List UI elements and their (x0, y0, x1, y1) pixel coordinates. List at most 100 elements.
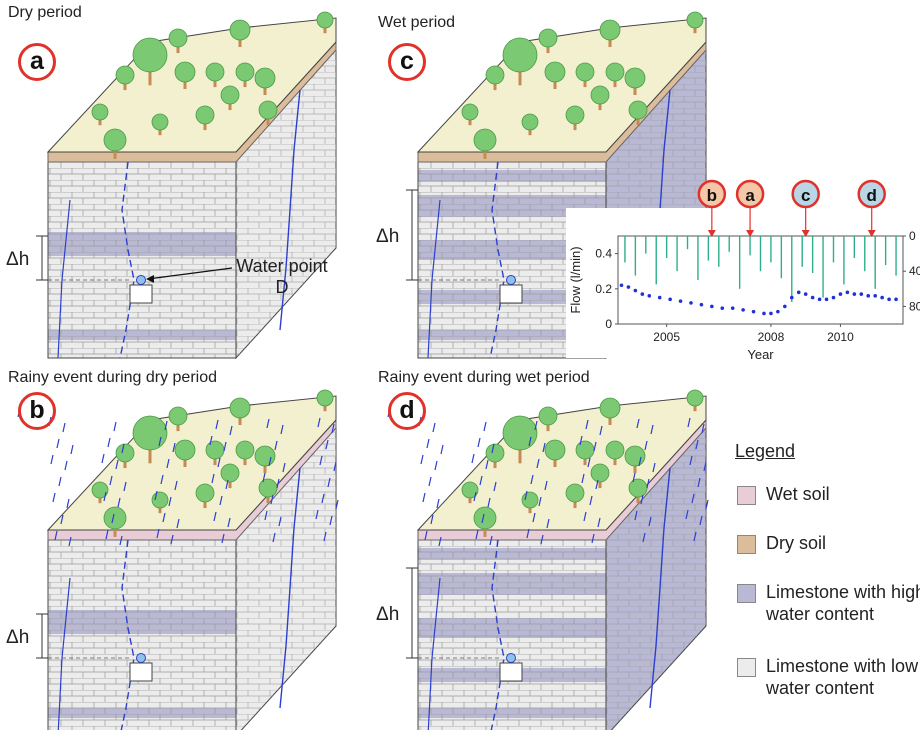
legend-item-dry-soil: Dry soil (737, 532, 826, 554)
rain-drop (174, 480, 178, 491)
tree-trunk (238, 38, 242, 47)
rain-drop (487, 497, 491, 508)
marker-arrowhead (867, 230, 876, 237)
tree-trunk (483, 527, 487, 537)
tree (544, 61, 566, 89)
marker-badge-label: b (707, 186, 717, 205)
rain-drop (154, 490, 158, 501)
tree (220, 85, 240, 111)
tree (91, 481, 109, 504)
tree (205, 62, 225, 88)
tree-foliage (521, 113, 539, 131)
rain-drop (219, 495, 223, 506)
tree-trunk (693, 26, 697, 34)
tree-foliage (538, 406, 558, 426)
tree (599, 397, 621, 425)
rain-drop (105, 529, 109, 540)
tree-foliage (590, 463, 610, 483)
tree-trunk (553, 80, 557, 89)
rain-drop (111, 513, 115, 524)
rain-drop (642, 532, 646, 543)
tree-trunk (243, 79, 247, 88)
water-conduit (279, 467, 301, 709)
tree (91, 103, 109, 126)
rain-drop (473, 491, 477, 502)
water-point-label: Water point D (236, 256, 328, 297)
rain-drop (321, 493, 325, 504)
rain-drop (685, 509, 689, 520)
tree-trunk (608, 416, 612, 425)
tree-trunk (493, 460, 497, 469)
tree-trunk (493, 82, 497, 91)
rain-drop (158, 436, 162, 447)
rain-drop (225, 479, 229, 490)
tree-trunk (323, 404, 327, 412)
tree-trunk (693, 404, 697, 412)
tree (258, 100, 278, 126)
flow-point (720, 306, 725, 310)
rain-drop (66, 498, 70, 509)
rain-drop (221, 533, 225, 544)
rain-drop (479, 475, 483, 486)
front-face-d (417, 535, 607, 730)
tree-trunk (158, 128, 162, 136)
legend-item-wet-soil: Wet soil (737, 483, 830, 505)
rain-drop (176, 518, 180, 529)
tree-trunk (113, 527, 117, 537)
tree-foliage (473, 128, 497, 152)
tree-trunk (213, 79, 217, 88)
tree-trunk (613, 457, 617, 466)
tree (502, 37, 538, 86)
tree-foliage (103, 128, 127, 152)
tree-trunk (636, 117, 640, 126)
rain-drop (162, 512, 166, 523)
tree-trunk (468, 118, 472, 126)
tree (461, 103, 479, 126)
rain-drop (262, 472, 266, 483)
tree-foliage (575, 62, 595, 82)
tree-foliage (605, 62, 625, 82)
tree-trunk (238, 416, 242, 425)
tree (220, 463, 240, 489)
flow-point (647, 294, 652, 298)
tree (628, 100, 648, 126)
rain-drop (325, 439, 329, 450)
rain-drop (50, 454, 54, 465)
rain-drop (687, 417, 691, 428)
tree-foliage (115, 443, 135, 463)
tree (168, 406, 188, 432)
tree (174, 439, 196, 467)
tree-foliage (544, 61, 566, 83)
legend-title: Legend (735, 441, 796, 461)
rain-drop (542, 442, 546, 453)
rain-drop (438, 536, 442, 547)
tree-trunk (158, 506, 162, 514)
rain-drop (689, 455, 693, 466)
tree-foliage (151, 491, 169, 509)
rain-drop (117, 497, 121, 508)
delta-h-label: Δh (376, 226, 399, 247)
tree (473, 128, 497, 159)
rain-drop (119, 535, 123, 546)
flow-point (751, 309, 756, 314)
rain-drop (62, 422, 66, 433)
tree (103, 128, 127, 159)
rain-drop (121, 443, 125, 454)
x-tick-label: 2008 (758, 330, 785, 344)
panel-title-c: Wet period (378, 14, 456, 31)
tree-foliage (174, 61, 196, 83)
rain-drop (589, 495, 593, 506)
rain-drop (434, 460, 438, 471)
tree-trunk (213, 457, 217, 466)
panel-title-a: Dry period (8, 4, 82, 21)
tree-trunk (598, 480, 602, 489)
tree (590, 463, 610, 489)
tree (229, 19, 251, 47)
legend-label-limestone-high: Limestone with high water content (766, 582, 920, 624)
flow-point (796, 290, 801, 295)
rain-drop (491, 443, 495, 454)
rain-drop (648, 516, 652, 527)
rain-drop (166, 458, 170, 469)
tree (254, 67, 276, 95)
